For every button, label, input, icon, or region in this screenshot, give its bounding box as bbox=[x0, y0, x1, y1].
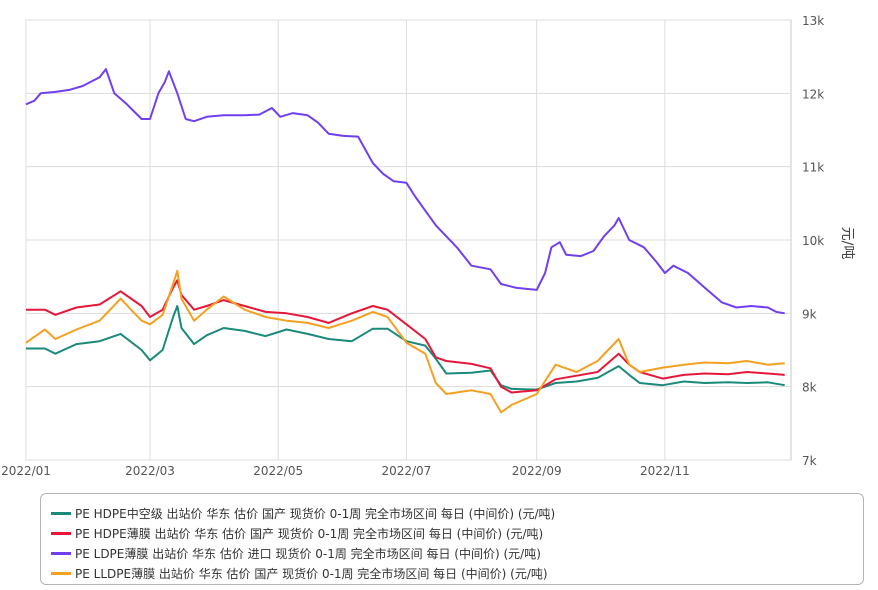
y-tick-label: 11k bbox=[802, 161, 824, 175]
x-tick-label: 2022/11 bbox=[640, 464, 690, 478]
y-tick-label: 9k bbox=[802, 307, 817, 321]
legend-swatch bbox=[51, 571, 71, 575]
legend-item-hdpe-hollow[interactable]: PE HDPE中空级 出站价 华东 估价 国产 现货价 0-1周 完全市场区间 … bbox=[51, 504, 555, 522]
legend-label: PE HDPE中空级 出站价 华东 估价 国产 现货价 0-1周 完全市场区间 … bbox=[75, 506, 556, 521]
y-axis-label: 元/吨 bbox=[839, 227, 855, 260]
x-tick-label: 2022/09 bbox=[512, 464, 562, 478]
x-tick-label: 2022/03 bbox=[125, 464, 175, 478]
y-tick-label: 13k bbox=[802, 14, 824, 28]
legend-label: PE LDPE薄膜 出站价 华东 估价 进口 现货价 0-1周 完全市场区间 每… bbox=[75, 546, 541, 561]
y-tick-label: 10k bbox=[802, 234, 824, 248]
series-lines bbox=[25, 68, 785, 414]
legend-item-lldpe-film[interactable]: PE LLDPE薄膜 出站价 华东 估价 国产 现货价 0-1周 完全市场区间 … bbox=[51, 564, 548, 582]
series-line-1 bbox=[26, 279, 785, 394]
legend-label: PE HDPE薄膜 出站价 华东 估价 国产 现货价 0-1周 完全市场区间 每… bbox=[75, 526, 544, 541]
x-tick-label: 2022/01 bbox=[1, 464, 51, 478]
legend: PE HDPE中空级 出站价 华东 估价 国产 现货价 0-1周 完全市场区间 … bbox=[40, 493, 864, 585]
series-line-0 bbox=[26, 305, 785, 391]
legend-swatch bbox=[51, 511, 71, 515]
x-tick-label: 2022/05 bbox=[253, 464, 303, 478]
legend-item-hdpe-film[interactable]: PE HDPE薄膜 出站价 华东 估价 国产 现货价 0-1周 完全市场区间 每… bbox=[51, 524, 543, 542]
series-line-2 bbox=[25, 68, 785, 315]
y-gridlines bbox=[26, 19, 791, 461]
x-axis-ticks: 2022/01 2022/03 2022/05 2022/07 2022/09 2022/… bbox=[1, 464, 690, 478]
y-tick-label: 12k bbox=[802, 87, 824, 101]
y-axis-ticks: 7k 8k 9k 10k 11k 12k 13k bbox=[802, 14, 824, 468]
legend-swatch bbox=[51, 531, 71, 535]
legend-label: PE LLDPE薄膜 出站价 华东 估价 国产 现货价 0-1周 完全市场区间 … bbox=[75, 566, 548, 581]
legend-item-ldpe-film[interactable]: PE LDPE薄膜 出站价 华东 估价 进口 现货价 0-1周 完全市场区间 每… bbox=[51, 544, 541, 562]
series-line-3 bbox=[25, 269, 785, 414]
legend-swatch bbox=[51, 551, 71, 555]
y-tick-label: 7k bbox=[802, 454, 817, 468]
x-tick-label: 2022/07 bbox=[381, 464, 431, 478]
line-chart: 2022/01 2022/03 2022/05 2022/07 2022/09 2022/… bbox=[1, 14, 855, 478]
y-tick-label: 8k bbox=[802, 381, 817, 395]
